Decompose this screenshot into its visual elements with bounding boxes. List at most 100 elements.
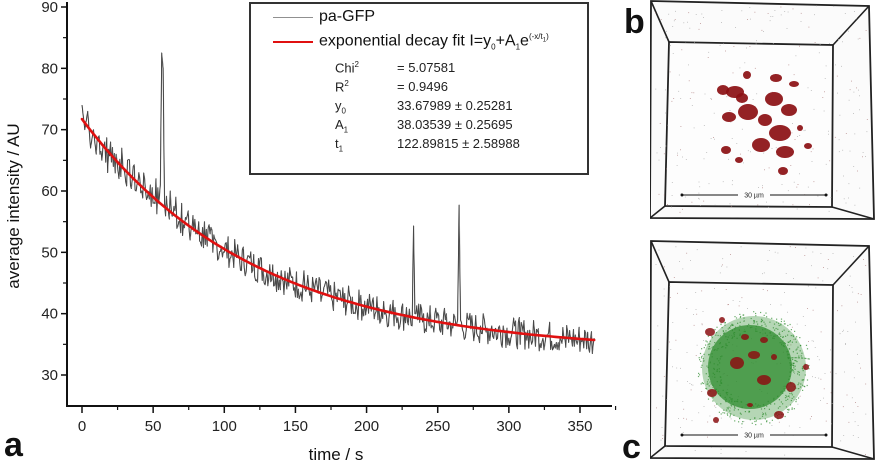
legend-label-trace: pa-GFP [319,8,376,25]
speckle [828,210,830,212]
speckle [665,145,667,147]
speckle [857,425,859,426]
speckle [807,308,808,309]
green-speckle [748,411,750,413]
green-speckle [719,384,721,386]
speckle [663,295,665,297]
green-speckle [731,399,733,401]
green-speckle [713,363,715,365]
speckle [693,127,695,129]
speckle [782,201,784,203]
green-speckle [805,344,808,346]
green-speckle [739,334,741,336]
speckle [711,447,712,448]
green-speckle [787,350,789,352]
fit-stat-row: R2 = 0.9496 [335,79,520,98]
green-speckle [803,379,805,381]
speckle [669,71,671,73]
speckle [719,44,721,46]
green-speckle [804,374,806,376]
speckle [789,246,791,248]
green-speckle [792,364,794,366]
speckle [823,110,825,112]
green-speckle [784,385,786,387]
green-speckle [735,317,738,319]
fit-stat-name: Chi2 [335,60,359,76]
green-speckle [711,335,713,337]
speckle [730,254,731,255]
speckle [789,397,791,399]
green-speckle [765,325,767,327]
green-speckle [787,411,789,413]
green-speckle [729,410,731,412]
green-speckle [774,335,776,337]
speckle [847,331,849,332]
green-speckle [800,383,802,385]
green-speckle [744,330,746,333]
speckle [830,371,831,373]
green-speckle [723,333,726,335]
speckle [795,247,796,248]
green-speckle [806,384,808,387]
x-tick-label: 100 [212,418,237,435]
speckle [814,347,816,348]
green-speckle [755,315,757,317]
green-speckle [715,388,718,390]
speckle [745,451,747,452]
x-tick-label: 200 [354,418,379,435]
green-speckle [714,388,716,390]
green-speckle [793,408,795,410]
speckle [711,98,712,100]
green-speckle [805,357,807,360]
green-speckle [791,408,793,410]
green-speckle [742,421,744,423]
green-speckle [739,333,741,335]
speckle [863,259,864,260]
green-speckle [709,362,711,364]
green-speckle [717,393,719,395]
speckle [854,133,856,135]
speckle [804,129,806,131]
speckle [810,90,812,91]
green-speckle [731,398,733,400]
speckle [698,198,700,200]
speckle [787,311,788,313]
speckle [671,100,673,102]
green-speckle [701,382,703,384]
green-speckle [759,418,761,420]
speckle [866,131,868,133]
green-speckle [790,364,792,366]
green-speckle [792,335,794,338]
speckle [826,403,828,404]
speckle [682,401,684,402]
speckle [744,62,746,64]
speckle [667,124,669,126]
green-speckle [791,392,793,394]
speckle [845,344,846,345]
green-speckle [755,424,757,426]
green-speckle [707,383,709,385]
green-speckle [701,348,703,350]
green-speckle [713,373,716,376]
green-speckle [724,332,726,334]
speckle [720,417,722,419]
green-speckle [788,348,790,350]
speckle [687,21,688,23]
green-speckle [785,335,787,337]
speckle [792,204,794,206]
green-speckle [794,368,796,370]
green-speckle [792,351,794,353]
green-speckle [710,383,712,385]
green-speckle [760,321,762,323]
green-speckle [792,357,794,359]
speckle [679,211,681,213]
speckle [741,297,743,299]
green-speckle [783,388,785,390]
speckle [680,126,682,127]
green-speckle [786,408,789,411]
green-speckle [767,400,769,403]
green-speckle [733,332,735,334]
green-speckle [791,369,793,371]
green-speckle [720,379,722,381]
speckle [671,195,673,196]
